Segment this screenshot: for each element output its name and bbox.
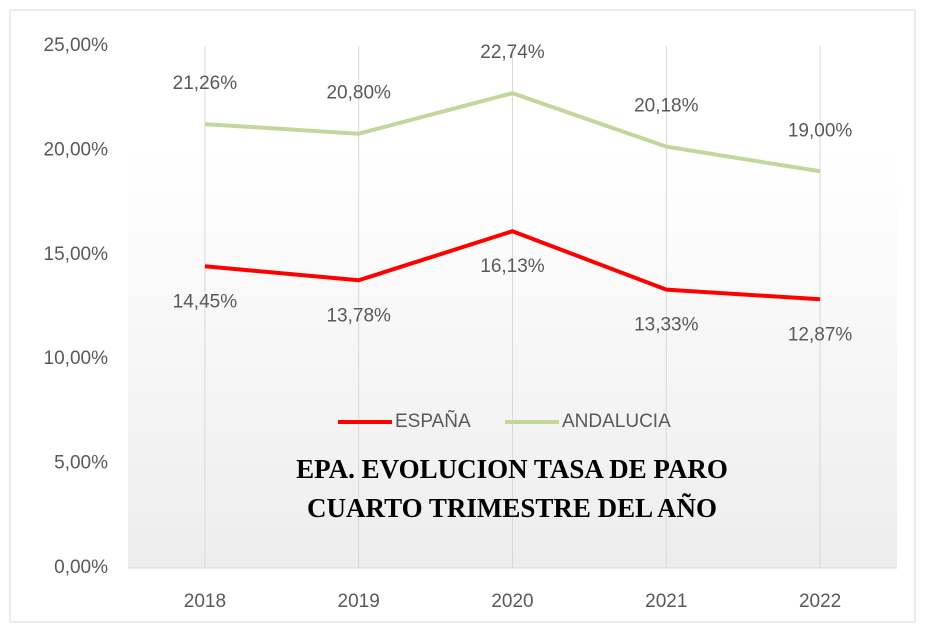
data-label: 22,74% (480, 42, 545, 63)
y-tick-label: 5,00% (54, 453, 108, 474)
legend-label: ANDALUCIA (562, 411, 671, 432)
data-label: 14,45% (173, 291, 238, 312)
y-tick-label: 10,00% (44, 348, 109, 369)
data-label: 13,78% (326, 305, 391, 326)
x-tick-label: 2020 (491, 591, 533, 612)
x-tick-label: 2019 (338, 591, 380, 612)
y-tick-label: 25,00% (44, 35, 109, 56)
data-label: 19,00% (788, 120, 853, 141)
series-line (204, 229, 821, 302)
grid (128, 46, 897, 569)
chart-title: EPA. EVOLUCION TASA DE PARO (296, 454, 728, 484)
y-tick-label: 15,00% (44, 244, 109, 265)
data-label: 20,80% (326, 83, 391, 104)
lines (204, 91, 821, 302)
data-label: 21,26% (173, 73, 238, 94)
y-tick-label: 0,00% (54, 557, 108, 578)
legend-label: ESPAÑA (395, 410, 471, 432)
x-tick-label: 2018 (184, 591, 226, 612)
data-label: 16,13% (480, 256, 545, 277)
data-label: 12,87% (788, 324, 853, 345)
chart-title: CUARTO TRIMESTRE DEL AÑO (307, 493, 717, 523)
data-label: 13,33% (634, 315, 699, 336)
y-tick-label: 20,00% (44, 139, 109, 160)
x-tick-label: 2022 (799, 591, 841, 612)
series-line (204, 91, 821, 174)
x-tick-label: 2021 (645, 591, 687, 612)
data-label: 20,18% (634, 96, 699, 117)
